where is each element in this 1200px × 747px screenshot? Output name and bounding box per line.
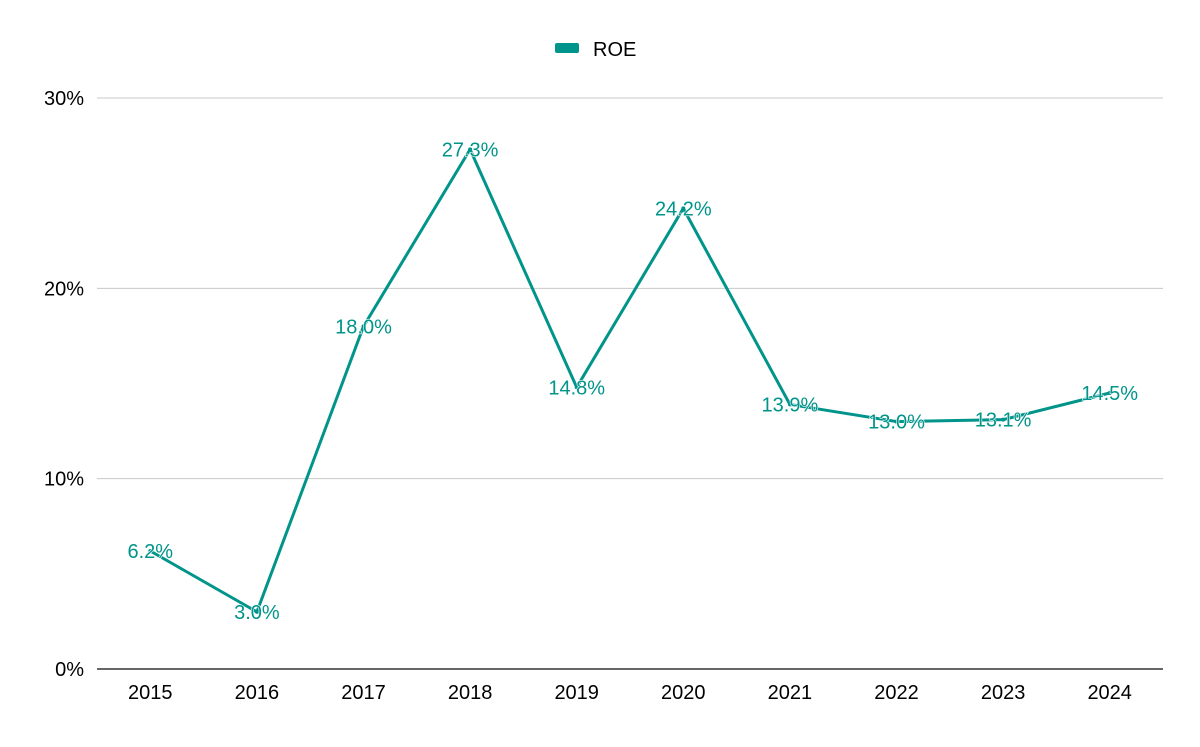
data-point [468,147,473,152]
data-point [1107,391,1112,396]
x-tick-label: 2017 [341,682,386,704]
x-tick-label: 2019 [554,682,599,704]
x-tick-label: 2021 [768,682,813,704]
data-labels: 6.2% 3.0% 18.0% 27.3% 14.8% 24.2% 13.9% 13.0% 13… [127,139,1139,625]
data-point [681,206,686,211]
legend: ROE [555,39,636,61]
y-tick-label: 0% [55,659,84,681]
data-point [787,402,792,407]
x-tick-label: 2024 [1087,682,1132,704]
x-tick-label: 2016 [235,682,280,704]
series-roe [148,147,1112,614]
y-axis-tick-labels: 0% 10% 20% 30% [44,88,84,681]
grid-lines [97,97,1163,670]
data-point [254,609,259,614]
y-tick-label: 30% [44,88,84,110]
y-tick-label: 10% [44,469,84,491]
data-point [574,385,579,390]
data-point [361,324,366,329]
x-tick-label: 2018 [448,682,493,704]
legend-swatch [555,43,579,53]
x-tick-label: 2023 [981,682,1026,704]
data-point [148,548,153,553]
data-point [894,419,899,424]
y-tick-label: 20% [44,278,84,300]
x-tick-label: 2020 [661,682,706,704]
data-label: 13.1% [975,410,1032,432]
data-label: 6.2% [128,541,174,563]
data-label: 18.0% [335,316,392,338]
data-label: 24.2% [655,198,712,220]
x-axis-tick-labels: 2015 2016 2017 2018 2019 2020 2021 2022 2023 2024 [128,682,1132,704]
legend-label: ROE [593,39,636,61]
data-label: 13.0% [868,412,925,434]
data-label: 14.8% [548,377,605,399]
x-tick-label: 2022 [874,682,919,704]
data-label: 14.5% [1081,383,1138,405]
data-point [1001,417,1006,422]
data-label: 3.0% [234,602,280,624]
data-label: 27.3% [442,139,499,161]
x-tick-label: 2015 [128,682,173,704]
series-line-roe [148,147,1112,614]
data-label: 13.9% [762,394,819,416]
